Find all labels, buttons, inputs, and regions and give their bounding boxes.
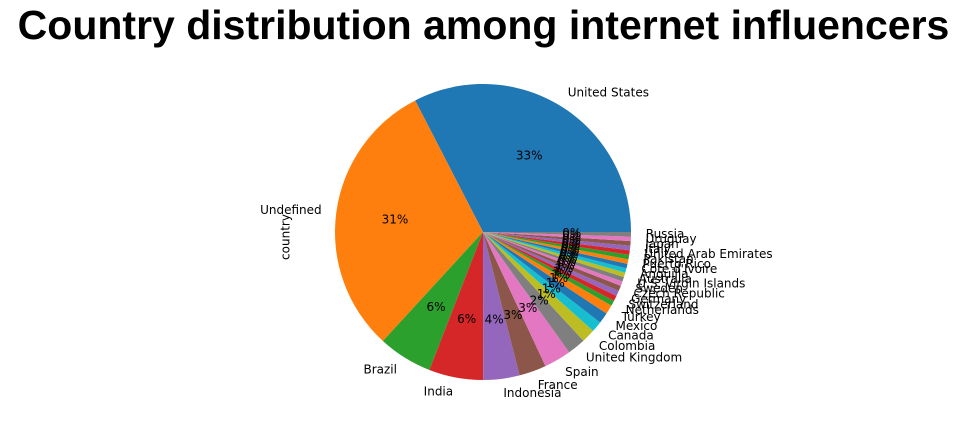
pie-slice-japan bbox=[483, 232, 631, 246]
percent-label-brazil: 6% bbox=[427, 300, 446, 314]
pie-slice-colombia bbox=[483, 232, 594, 341]
percent-label-japan: 0% bbox=[562, 231, 581, 245]
percent-label-united-states: 33% bbox=[516, 149, 543, 163]
pie-slice-germany bbox=[483, 232, 619, 296]
percent-label-italy: 0% bbox=[562, 234, 581, 248]
category-label-canada: Canada bbox=[608, 329, 654, 343]
pie-slice-india bbox=[429, 232, 484, 381]
pie-slice-spain bbox=[483, 232, 570, 367]
category-label-russia: Russia bbox=[646, 227, 685, 241]
percent-labels: 33%31%6%6% 4% 3%3%2%1%1%1%1%1%1%1%1%0%0%0%… bbox=[382, 149, 582, 327]
percent-label-sweden: 0% bbox=[557, 256, 576, 270]
category-label-puerto-rico: Puerto Rico bbox=[643, 257, 711, 271]
percent-label-netherlands: 1% bbox=[551, 267, 570, 281]
pie-slice-czech-republic bbox=[483, 232, 621, 291]
percent-label-uruguay: 0% bbox=[562, 229, 581, 243]
category-label-united-arab-emirates: United Arab Emirates bbox=[644, 247, 772, 261]
pie-slice-brazil bbox=[382, 232, 483, 370]
category-label-spain: Spain bbox=[565, 365, 599, 379]
percent-label-puerto-rico: 0% bbox=[560, 242, 579, 256]
percent-label-germany: 1% bbox=[554, 261, 573, 275]
category-label-czech-republic: Czech Republic bbox=[634, 287, 725, 301]
pie-slice-mexico bbox=[483, 232, 607, 323]
percent-label-united-kingdom: 2% bbox=[530, 293, 549, 307]
pie-slice-united-kingdom bbox=[483, 232, 584, 353]
percent-label-australia: 0% bbox=[558, 250, 577, 264]
category-labels: United States Undefined Brazil India Indones… bbox=[260, 85, 773, 400]
pie-slice-puerto-rico bbox=[483, 232, 629, 264]
category-label-brazil: Brazil bbox=[363, 363, 397, 377]
pie-slice-united-arab-emirates bbox=[483, 232, 630, 255]
percent-label-turkey: 1% bbox=[549, 271, 568, 285]
category-label-colombia: Colombia bbox=[599, 339, 655, 353]
category-label-france: France bbox=[538, 378, 578, 392]
category-label-undefined: Undefined bbox=[260, 203, 322, 217]
percent-label-mexico: 1% bbox=[546, 276, 565, 290]
pie-slice-australia bbox=[483, 232, 626, 278]
pie-slice-switzerland bbox=[483, 232, 617, 301]
pie-slice-sweden bbox=[483, 232, 623, 286]
pie-slice-u-s-virgin-islands bbox=[483, 232, 624, 282]
category-label-united-states: United States bbox=[568, 85, 649, 99]
pie-slice-pakistan bbox=[483, 232, 630, 260]
category-label-mexico: Mexico bbox=[615, 319, 657, 333]
category-label-pakistan: Pakistan bbox=[643, 252, 693, 266]
category-label-indonesia: Indonesia bbox=[503, 386, 561, 400]
percent-label-switzerland: 1% bbox=[553, 264, 572, 278]
percent-label-canada: 1% bbox=[542, 281, 561, 295]
percent-label-undefined: 31% bbox=[382, 213, 409, 227]
category-label-switzerland: Switzerland bbox=[629, 298, 699, 312]
chart-title: Country distribution among internet infl… bbox=[17, 2, 950, 48]
percent-label-pakistan: 0% bbox=[561, 240, 580, 254]
pie-slice-united-states bbox=[415, 83, 631, 233]
pie-slice-indonesia bbox=[483, 232, 520, 380]
category-label-japan: Japan bbox=[644, 237, 678, 251]
pie-slice-cote-d-ivoire bbox=[483, 232, 628, 269]
category-label-australia: Australia bbox=[639, 272, 692, 286]
percent-label-spain: 3% bbox=[518, 301, 537, 315]
category-label-sweden: Sweden bbox=[636, 281, 683, 295]
category-label-turkey: Turkey bbox=[621, 310, 661, 324]
percent-label-u-s-virgin-islands: 0% bbox=[558, 253, 577, 267]
category-label-cote-d-ivoire: Côte d'Ivoire bbox=[641, 262, 717, 276]
category-label-italy: Italy bbox=[645, 242, 671, 256]
category-label-india: India bbox=[424, 385, 453, 399]
percent-label-russia: 0% bbox=[562, 226, 581, 240]
category-label-united-kingdom: United Kingdom bbox=[586, 351, 682, 365]
category-label-anguilla: Anguilla bbox=[640, 267, 688, 281]
category-label-netherlands: Netherlands bbox=[626, 303, 699, 317]
pie-slice-uruguay bbox=[483, 232, 631, 242]
pie-slice-russia bbox=[483, 232, 631, 237]
category-label-uruguay: Uruguay bbox=[646, 232, 697, 246]
pie-slice-undefined bbox=[335, 100, 483, 342]
percent-label-indonesia: 4% bbox=[485, 313, 504, 327]
pie-slices bbox=[335, 83, 631, 381]
pie-slice-france bbox=[483, 232, 546, 376]
percent-label-india: 6% bbox=[457, 312, 476, 326]
percent-label-czech-republic: 1% bbox=[556, 258, 575, 272]
percent-label-united-arab-emirates: 0% bbox=[561, 237, 580, 251]
category-label-germany: Germany bbox=[631, 292, 686, 306]
category-label-u-s-virgin-islands: U.S. Virgin Islands bbox=[637, 277, 745, 291]
pie-slice-anguilla bbox=[483, 232, 627, 273]
percent-label-colombia: 1% bbox=[537, 287, 556, 301]
percent-label-france: 3% bbox=[503, 308, 522, 322]
percent-label-anguilla: 0% bbox=[559, 248, 578, 262]
percent-label-cote-d-ivoire: 0% bbox=[560, 245, 579, 259]
pie-slice-canada bbox=[483, 232, 601, 331]
y-axis-label: country bbox=[279, 214, 293, 260]
pie-slice-netherlands bbox=[483, 232, 615, 306]
pie-slice-italy bbox=[483, 232, 631, 251]
pie-slice-turkey bbox=[483, 232, 612, 314]
